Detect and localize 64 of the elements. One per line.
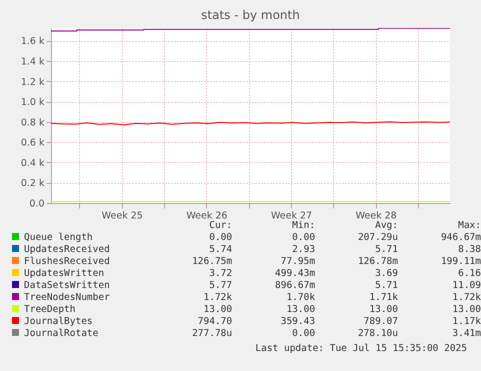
text: 5.71: [374, 244, 398, 256]
y-tick-label: 0.0: [29, 198, 44, 210]
y-tick-label: 0.8 k: [20, 117, 45, 128]
text: 277.78u: [191, 328, 232, 340]
text: 199.11m: [440, 256, 481, 268]
chart-title: stats - by month: [201, 8, 300, 22]
text: 0.00: [291, 232, 316, 244]
text: 1.70k: [285, 292, 316, 304]
text: 13.00: [451, 304, 481, 316]
text: 6.16: [457, 268, 481, 280]
text: 77.95m: [280, 256, 316, 268]
x-tick-label: Week 28: [356, 210, 397, 222]
legend-label: JournalBytes: [23, 316, 94, 328]
text: 13.00: [202, 304, 232, 316]
text: 359.43: [280, 316, 316, 328]
text: 0.00: [291, 328, 316, 340]
text: 8.38: [457, 244, 481, 256]
text: Max:: [457, 220, 481, 232]
text: Last update: Tue Jul 15 15:35:00 2025: [255, 343, 467, 354]
text: 126.75m: [191, 256, 232, 268]
text: 896.67m: [274, 280, 316, 292]
text: 3.41m: [451, 328, 481, 340]
text: 1.71k: [368, 292, 398, 304]
text: 5.74: [208, 244, 232, 256]
text: 13.00: [285, 304, 316, 316]
y-tick-label: 1.6 k: [20, 36, 45, 48]
text: 11.09: [451, 280, 481, 292]
text: 278.10u: [356, 328, 398, 340]
x-tick-label: Week 27: [270, 210, 312, 222]
legend-label: TreeNodesNumber: [23, 292, 111, 304]
y-tick-label: 0.4 k: [20, 158, 45, 169]
text: 794.70: [196, 316, 232, 328]
text: 13.00: [368, 304, 398, 316]
x-tick-label: Week 26: [186, 210, 228, 222]
text: 946.67m: [440, 232, 481, 244]
text: 5.77: [208, 280, 232, 292]
y-tick-label: 0.6 k: [20, 138, 45, 149]
text: 2.93: [291, 244, 316, 256]
legend-label: JournalRotate: [23, 328, 100, 340]
text: 126.78m: [356, 256, 398, 268]
text: 1.72k: [451, 292, 481, 304]
text: 0.00: [208, 232, 232, 244]
legend-label: UpdatesReceived: [23, 244, 111, 256]
legend-label: UpdatesWritten: [23, 268, 106, 280]
text: 1.72k: [202, 292, 232, 304]
text: 3.72: [208, 268, 232, 280]
x-tick-label: Week 25: [102, 210, 143, 222]
text: 3.69: [374, 268, 398, 280]
legend-label: TreeDepth: [23, 304, 76, 316]
text: Min:: [291, 220, 316, 232]
y-tick-label: 1.4 k: [20, 56, 45, 68]
text: Avg:: [374, 220, 398, 232]
legend-label: DataSetsWritten: [23, 280, 111, 292]
text: 207.29u: [356, 232, 398, 244]
legend-label: FlushesReceived: [23, 256, 111, 268]
y-tick-label: 0.2 k: [20, 178, 45, 190]
y-tick-label: 1.2 k: [20, 76, 45, 88]
text: 1.17k: [451, 316, 481, 328]
text: 499.43m: [274, 268, 316, 280]
text: 789.07: [362, 316, 398, 328]
text: Cur:: [208, 220, 232, 232]
y-tick-label: 1.0 k: [20, 97, 45, 108]
text: 5.71: [374, 280, 398, 292]
legend-label: Queue length: [23, 232, 94, 244]
